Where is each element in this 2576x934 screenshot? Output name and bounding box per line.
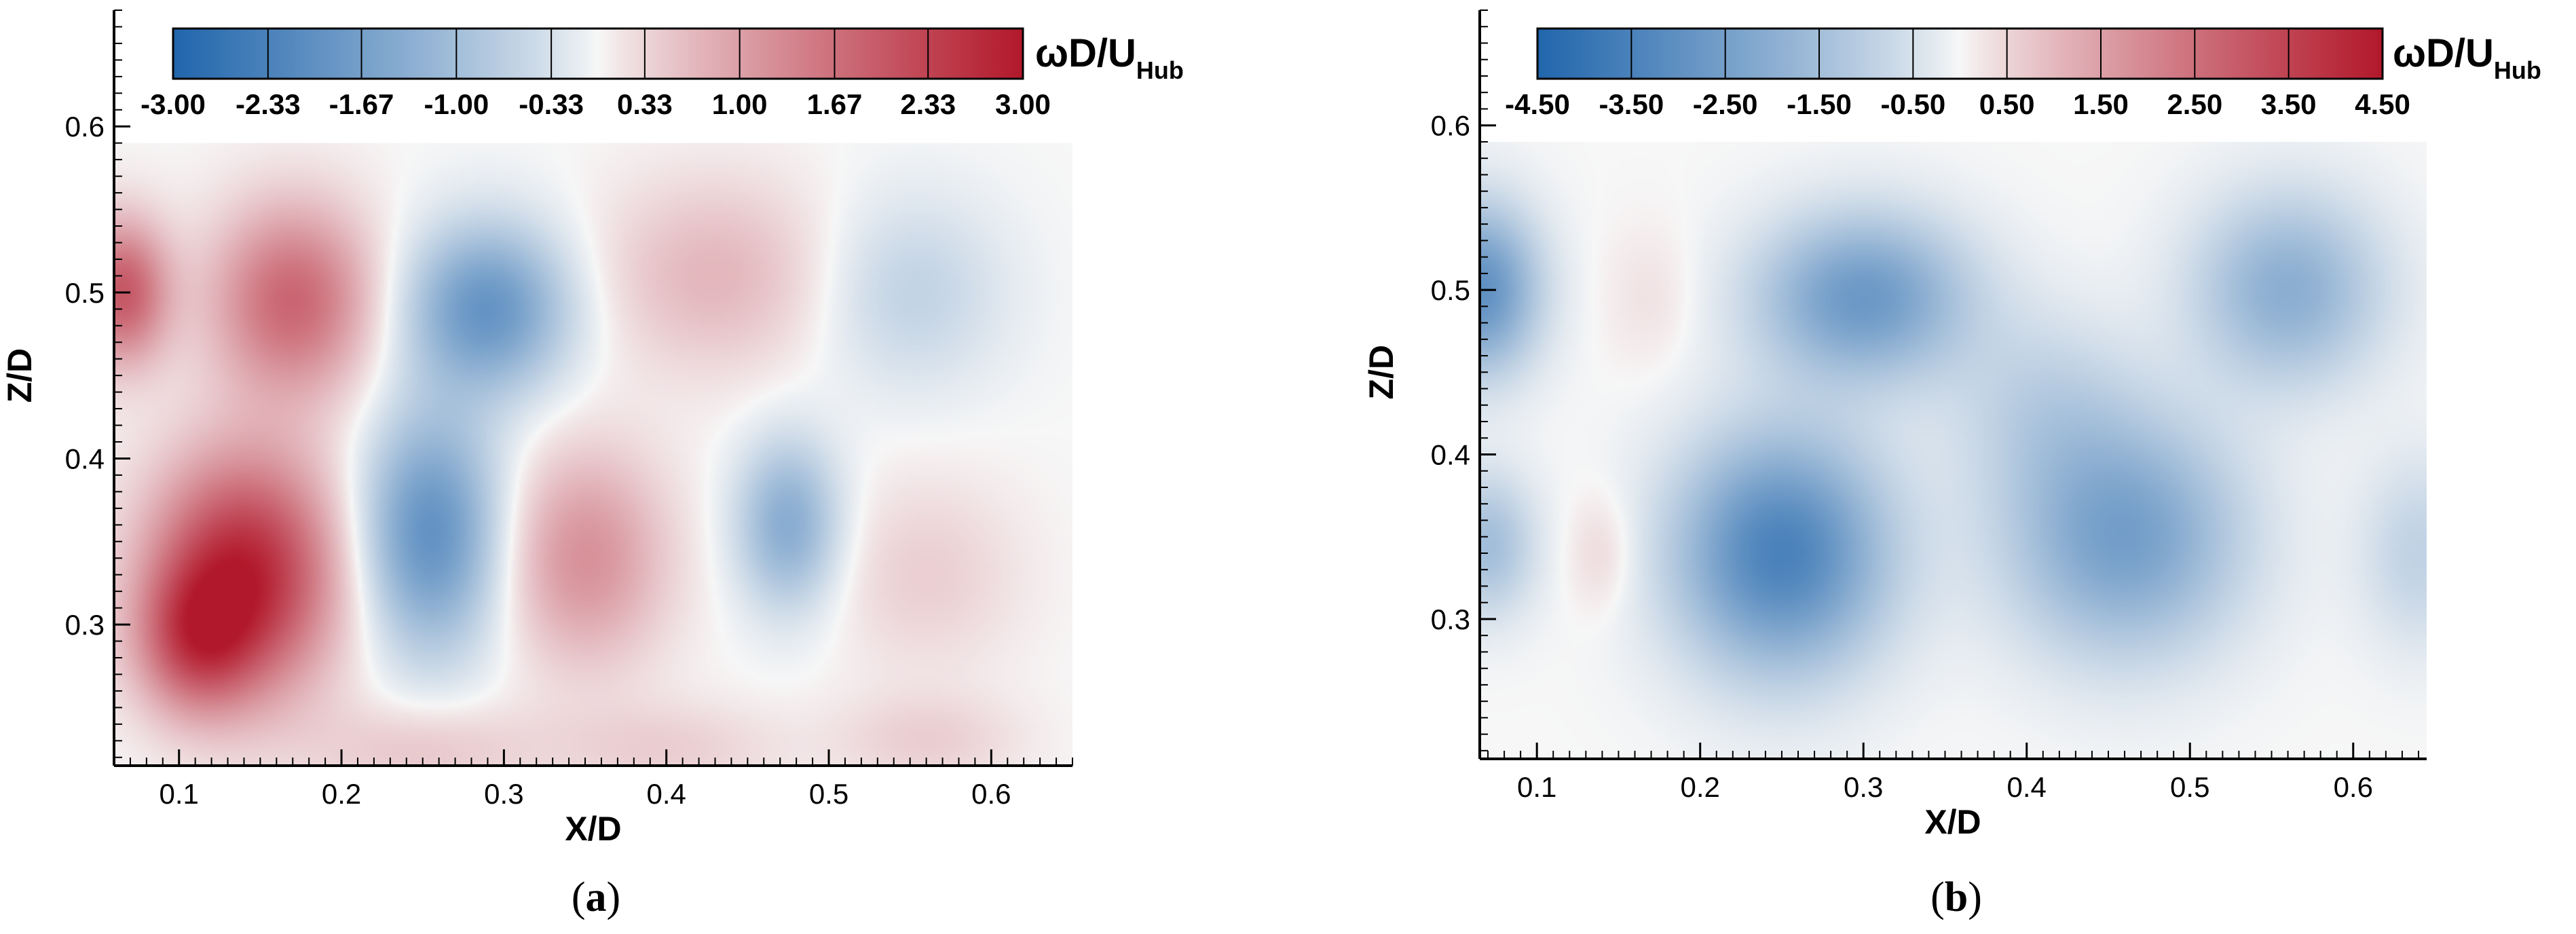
x-tick-label: 0.3 [484,778,523,810]
x-tick-label: 0.1 [1517,771,1556,803]
colorbar-tick-label: -4.50 [1505,88,1570,120]
y-axis-label: Z/D [1362,345,1400,400]
colorbar-tick-label: -1.67 [329,88,394,120]
colorbar-tick-label: 4.50 [2355,88,2410,120]
x-tick-label: 0.3 [1844,771,1883,803]
x-tick-label: 0.6 [2334,771,2373,803]
x-axis-label: X/D [565,810,621,848]
colorbar-tick-label: 1.67 [807,88,863,120]
chart-panel-b: -4.50 -3.50 -2.50 -1.50 -0.50 0.50 1.50 2.50 3.5… [1362,10,2541,920]
y-tick-label: 0.3 [1431,603,1470,635]
y-tick-label: 0.4 [65,443,105,474]
y-tick-label: 0.6 [65,111,105,143]
caption-panel-letter: a [586,874,607,920]
panel-caption: (b) [1930,874,1982,920]
y-axis-label: Z/D [1,348,39,403]
x-tick-label: 0.5 [809,778,848,810]
x-tick-label: 0.4 [646,778,686,810]
chart-panel-a: -3.00 -2.33 -1.67 -1.00 -0.33 0.33 1.00 1.67 2.3… [1,10,1184,920]
colorbar-tick-label: -0.50 [1880,88,1945,120]
colorbar-tick-label: -1.00 [424,88,489,120]
y-tick-label: 0.5 [65,277,105,309]
vorticity-field [114,143,1072,766]
colorbar-tick-label: -3.00 [141,88,206,120]
colorbar [1536,27,2384,80]
colorbar-title: ωD/UHub [2393,31,2541,84]
caption-open-paren: ( [1930,874,1945,920]
x-tick-label: 0.6 [971,778,1011,810]
colorbar-tick-label: 0.50 [1979,88,2035,120]
colorbar-tick-label: -2.33 [236,88,301,120]
colorbar-tick-label: -0.33 [519,88,584,120]
x-tick-label: 0.1 [160,778,199,810]
caption-open-paren: ( [572,874,586,920]
caption-close-paren: ) [1968,874,1982,920]
x-tick-label: 0.4 [2007,771,2047,803]
caption-panel-letter: b [1945,874,1968,920]
colorbar-tick-label: 3.50 [2261,88,2317,120]
colorbar-tick-label: -1.50 [1787,88,1852,120]
colorbar-tick-label: 3.00 [995,88,1051,120]
panel-caption: (a) [572,874,620,920]
y-tick-label: 0.4 [1431,439,1470,471]
x-tick-label: 0.5 [2170,771,2209,803]
caption-close-paren: ) [607,874,621,920]
vorticity-field [1480,141,2427,759]
colorbar-title: ωD/UHub [1035,31,1184,84]
x-axis-label: X/D [1924,803,1981,841]
colorbar-title-subscript: Hub [2494,56,2541,84]
y-tick-label: 0.5 [1431,274,1470,306]
colorbar-tick-label: 2.33 [900,88,956,120]
x-tick-label: 0.2 [1681,771,1720,803]
colorbar-tick-label: 1.00 [712,88,768,120]
y-tick-label: 0.6 [1431,110,1470,142]
x-tick-label: 0.2 [322,778,361,810]
colorbar [172,27,1024,80]
y-tick-label: 0.3 [65,609,105,641]
colorbar-tick-label: 0.33 [617,88,673,120]
colorbar-tick-label: -3.50 [1599,88,1664,120]
colorbar-tick-label: 2.50 [2167,88,2222,120]
colorbar-tick-label: 1.50 [2073,88,2129,120]
colorbar-title-subscript: Hub [1136,56,1184,84]
colorbar-tick-label: -2.50 [1693,88,1758,120]
